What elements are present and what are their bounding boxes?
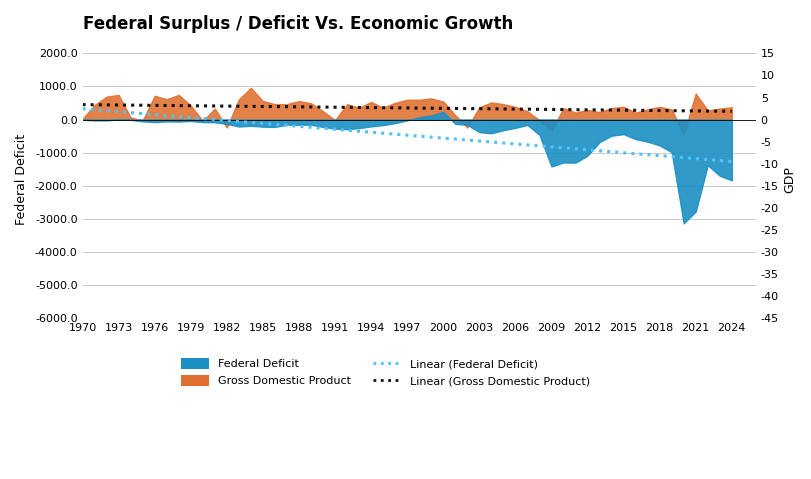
Y-axis label: GDP: GDP (783, 166, 796, 193)
Y-axis label: Federal Deficit: Federal Deficit (15, 134, 28, 225)
Legend: Federal Deficit, Gross Domestic Product, Linear (Federal Deficit), Linear (Gross: Federal Deficit, Gross Domestic Product,… (177, 354, 594, 391)
Text: Federal Surplus / Deficit Vs. Economic Growth: Federal Surplus / Deficit Vs. Economic G… (83, 15, 513, 33)
